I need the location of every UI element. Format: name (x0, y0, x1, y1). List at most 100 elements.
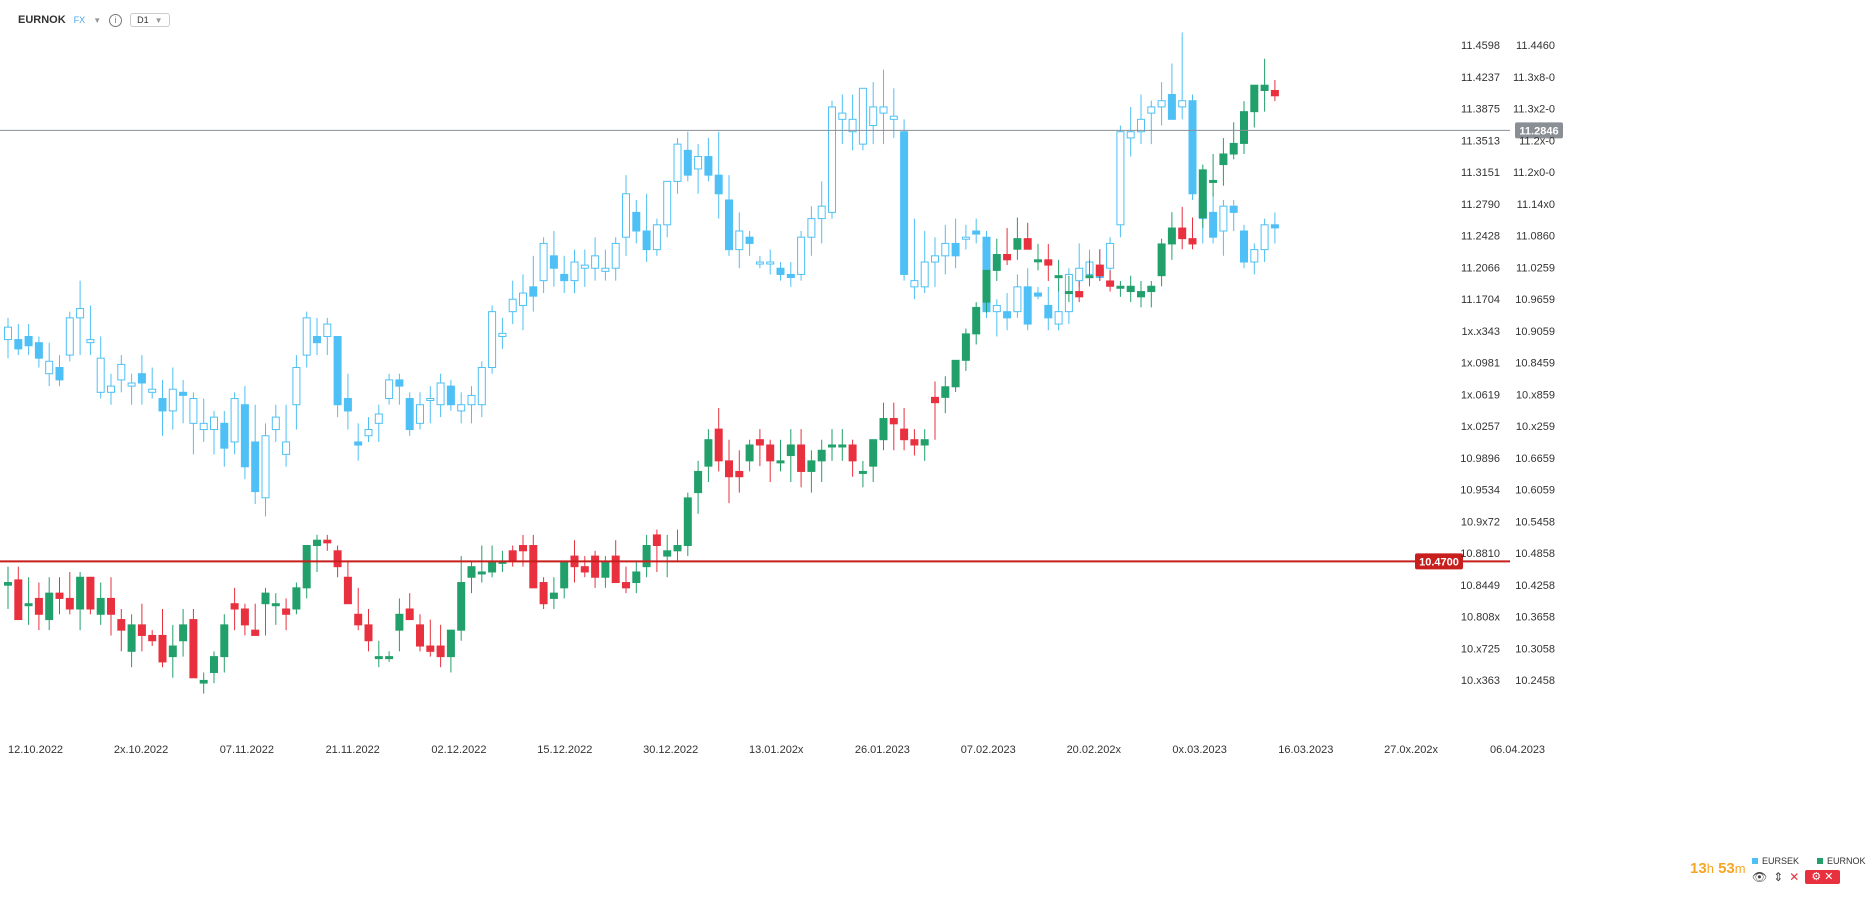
eurnok-candle (910, 439, 919, 446)
chevron-down-icon[interactable]: ▼ (93, 15, 102, 25)
eursek-candle (519, 292, 527, 306)
eursek-candle (1106, 242, 1115, 269)
eurnok-candle (1209, 179, 1218, 183)
eurnok-candle (549, 592, 558, 599)
series-legend: EURSEK EURNOK (1752, 856, 1866, 866)
eursek-candle (117, 363, 126, 381)
eurnok-candle (4, 582, 12, 586)
eursek-candle (1240, 230, 1248, 263)
symbol-label[interactable]: EURNOK (18, 14, 66, 26)
legend-item-eursek[interactable]: EURSEK (1752, 856, 1799, 866)
eurnok-candle (797, 444, 806, 472)
settings-icon[interactable]: ⚙ ✕ (1805, 870, 1840, 884)
eursek-candle (436, 382, 445, 406)
right-axis-tick: 11.2x0-0 (1513, 167, 1555, 179)
price-line-label: 11.2846 (1519, 125, 1558, 137)
left-axis-tick: 10.9x72 (1461, 516, 1500, 528)
eursek-candle (498, 332, 507, 337)
eursek-candle (622, 193, 630, 238)
eurnok-candle (1188, 238, 1197, 245)
x-axis-tick: 07.02.2023 (961, 744, 1016, 756)
eursek-candle (261, 435, 270, 499)
eurnok-candle (364, 624, 373, 642)
x-axis-tick: 02.12.2022 (431, 744, 486, 756)
eursek-candle (1013, 286, 1022, 313)
legend-item-eurnok[interactable]: EURNOK (1817, 856, 1866, 866)
eursek-candle (807, 218, 816, 238)
eurnok-candle (611, 555, 620, 584)
right-axis-tick: 10.6659 (1515, 453, 1555, 465)
eursek-candle (776, 267, 785, 275)
eurnok-candle (467, 566, 476, 578)
eurnok-candle (1126, 285, 1135, 293)
eurnok-candle (158, 634, 167, 663)
eurnok-candle (117, 619, 126, 631)
eurnok-candle (179, 624, 188, 642)
eurnok-candle (477, 571, 486, 575)
eursek-candle (65, 317, 74, 356)
eursek-candle (179, 391, 188, 396)
timeframe-select[interactable]: D1 ▼ (130, 13, 170, 27)
info-icon[interactable]: i (109, 13, 123, 27)
eurnok-candle (86, 576, 95, 610)
eursek-candle (96, 357, 105, 393)
eurnok-candle (1023, 238, 1032, 250)
updown-icon[interactable]: ⇕ (1773, 870, 1784, 884)
eursek-candle (704, 156, 713, 176)
eursek-candle (972, 230, 981, 235)
eursek-candle (828, 106, 836, 213)
price-lines: 11.2846 10.4700 (0, 122, 1563, 570)
left-axis-tick: 1x.0619 (1461, 389, 1500, 401)
eurnok-candle (879, 418, 888, 441)
close-icon[interactable]: ✕ (1789, 870, 1800, 884)
eurnok-candle (1116, 285, 1125, 289)
eursek-candle (302, 317, 311, 356)
eursek-candle (725, 199, 733, 251)
right-axis-tick: 11.3x2-0 (1513, 104, 1555, 116)
eurnok-candle (714, 428, 723, 462)
eurnok-candle (786, 444, 795, 457)
eurnok-candle (694, 470, 703, 494)
eursek-candle (879, 106, 888, 114)
eurnok-candle (210, 656, 218, 673)
eursek-candle (951, 242, 960, 257)
eurnok-candle (683, 497, 692, 547)
eursek-candle (1178, 100, 1187, 108)
legend-label: EURSEK (1762, 856, 1800, 866)
left-axis-tick: 10.9896 (1460, 453, 1500, 465)
eurnok-candle (333, 550, 342, 568)
eursek-candle (632, 211, 641, 232)
eursek-candle (4, 326, 12, 341)
candle-countdown: 13h 53m (1690, 860, 1746, 877)
timer-minutes-unit: m (1734, 861, 1746, 876)
eurnok-candle (168, 645, 177, 658)
eurnok-candle (1219, 153, 1228, 166)
eurnok-candle (1013, 238, 1022, 250)
eurnok-candle (292, 587, 301, 610)
eurnok-candle (1157, 243, 1166, 277)
timer-minutes: 53 (1718, 860, 1735, 877)
eurnok-candle (65, 597, 74, 610)
eursek-candle (838, 112, 847, 120)
eurnok-candle (519, 545, 527, 552)
eurnok-candle (1250, 84, 1259, 113)
eursek-candle (374, 413, 383, 424)
eurnok-candle (1240, 111, 1248, 144)
eursek-candle (683, 149, 692, 176)
eurnok-candle (446, 629, 455, 658)
eursek-candle (395, 379, 404, 387)
eursek-candle (1034, 292, 1042, 297)
eurnok-candle (848, 444, 857, 462)
eurnok-candle (1229, 142, 1238, 155)
right-axis-tick: 10.9659 (1515, 294, 1555, 306)
eursek-candle (745, 236, 754, 244)
right-axis-tick: 10.3658 (1515, 612, 1555, 624)
eursek-candle (1044, 304, 1053, 319)
eursek-candle (405, 398, 414, 431)
eurnok-candle (766, 444, 775, 462)
eurnok-candle (405, 608, 414, 621)
eurnok-candle (457, 582, 466, 631)
eurnok-candle (261, 592, 270, 605)
eye-icon[interactable]: 👁 (1752, 870, 1768, 884)
